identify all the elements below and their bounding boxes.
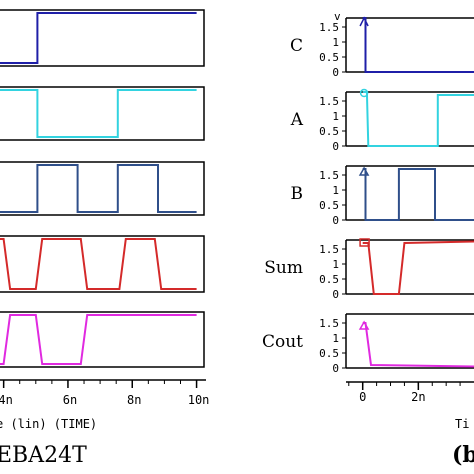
right-signal-name: C — [290, 36, 303, 56]
right-y-tick-label: 0.5 — [319, 273, 339, 286]
right-trace-line — [362, 17, 474, 73]
left-trace-frame — [0, 235, 205, 293]
triangle-marker-icon — [358, 166, 370, 176]
right-y-tick-label: 1.5 — [319, 317, 339, 330]
square-marker-icon — [359, 238, 370, 247]
left-trace-frame — [0, 86, 205, 141]
left-x-tick-label: 10n — [188, 393, 210, 407]
right-y-tick-label: 0.5 — [319, 51, 339, 64]
circle-marker-icon — [359, 88, 369, 98]
right-caption: (b — [452, 442, 474, 468]
left-trace-line — [0, 314, 197, 365]
left-trace-line — [0, 89, 197, 138]
right-y-tick-label: 1 — [332, 36, 339, 49]
right-y-tick-label: 1 — [332, 184, 339, 197]
right-trace-line — [362, 240, 474, 295]
left-trace-frame — [0, 9, 205, 67]
left-trace-line — [0, 238, 197, 290]
right-y-tick-label: 1.5 — [319, 243, 339, 256]
right-trace-line — [362, 168, 474, 221]
right-y-tick-label: 0.5 — [319, 347, 339, 360]
right-y-tick-label: 0 — [332, 66, 339, 79]
right-x-tick-label: 0 — [359, 390, 366, 404]
right-y-tick-label: 1 — [332, 258, 339, 271]
right-signal-name: A — [290, 110, 304, 130]
right-waveform-panel: 1.5 1 0.5 0 v C 1.5 1 0.5 0 A 1.5 1 0.5 0 B 1.5 1 0.5 0 Sum 1… — [262, 10, 474, 404]
left-x-tick-label: 8n — [127, 393, 141, 407]
left-trace-line — [0, 12, 197, 64]
left-trace-frame — [0, 161, 205, 216]
left-caption: EBA24T — [0, 443, 87, 468]
right-y-tick-label: 1 — [332, 332, 339, 345]
left-trace-frame — [0, 311, 205, 368]
left-x-axis-label: e (lin) (TIME) — [0, 417, 97, 431]
right-trace-line — [362, 91, 474, 147]
right-y-tick-label: 0 — [332, 362, 339, 375]
right-unit-label: v — [334, 10, 341, 23]
right-y-tick-label: 1.5 — [319, 169, 339, 182]
right-y-tick-label: 0 — [332, 214, 339, 227]
right-x-axis-label: Ti — [455, 417, 469, 431]
right-y-tick-label: 0 — [332, 288, 339, 301]
right-x-tick-label: 2n — [411, 390, 425, 404]
right-signal-name: Cout — [262, 332, 303, 352]
triangle-marker-icon — [358, 320, 370, 330]
arrow-marker-icon — [359, 16, 369, 27]
right-y-tick-label: 0 — [332, 140, 339, 153]
right-y-tick-label: 0.5 — [319, 125, 339, 138]
right-signal-name: B — [291, 184, 304, 204]
right-y-tick-label: 1.5 — [319, 21, 339, 34]
right-y-tick-label: 1 — [332, 110, 339, 123]
left-trace-line — [0, 164, 197, 213]
left-x-tick-label: 4n — [0, 393, 13, 407]
right-y-tick-label: 1.5 — [319, 95, 339, 108]
right-y-tick-label: 0.5 — [319, 199, 339, 212]
left-waveform-panel: 4n 6n 8n 10n — [0, 9, 210, 407]
right-trace-line — [362, 322, 474, 368]
right-signal-name: Sum — [264, 258, 303, 278]
left-x-tick-label: 6n — [63, 393, 77, 407]
